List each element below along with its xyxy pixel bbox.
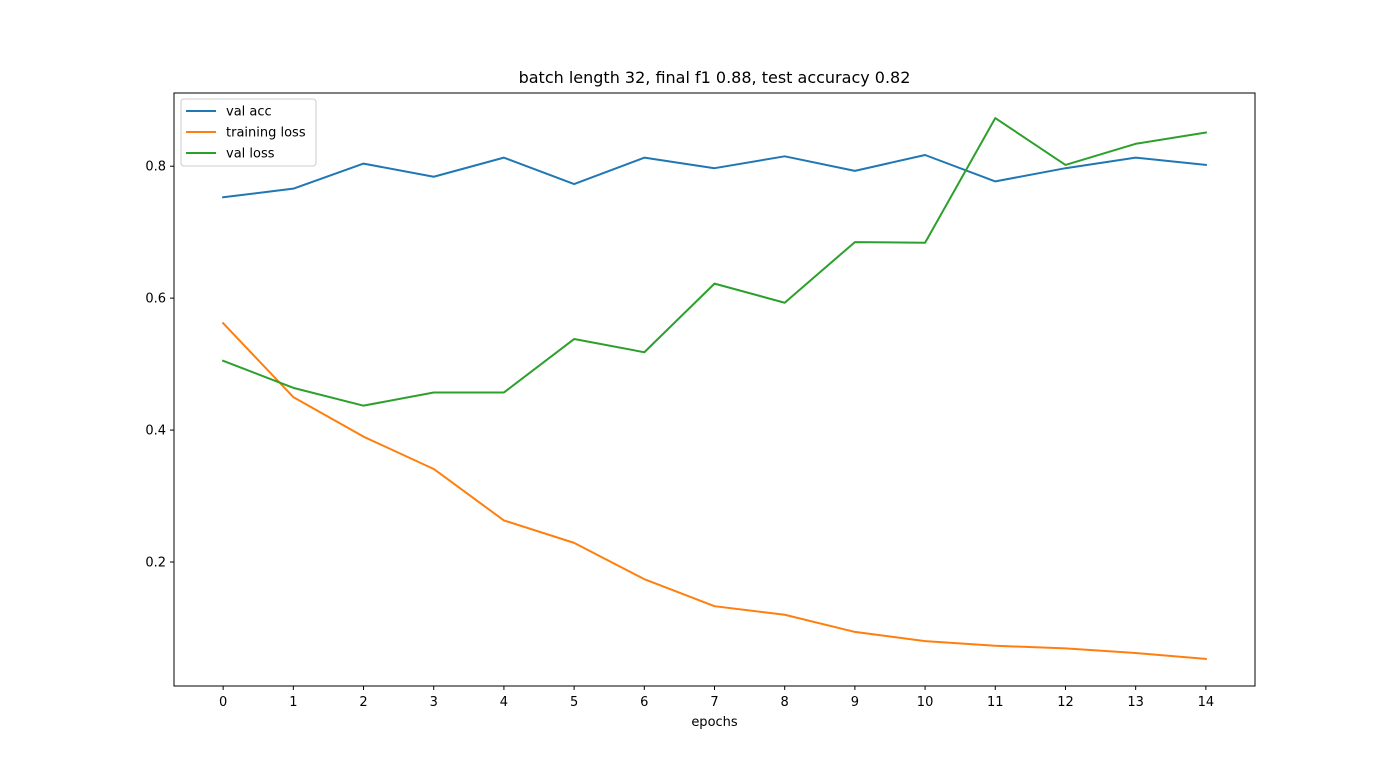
x-tick-label: 14 [1198, 695, 1215, 710]
x-tick-label: 6 [640, 695, 648, 710]
legend-label-training-loss: training loss [226, 126, 306, 141]
legend-box [180, 98, 317, 167]
x-tick-label: 13 [1127, 695, 1144, 710]
legend-label-val-acc: val acc [226, 105, 272, 120]
x-tick-label: 5 [570, 695, 578, 710]
x-tick-label: 8 [781, 695, 789, 710]
y-tick-label: 0.2 [145, 555, 166, 570]
series-lines [221, 117, 1208, 661]
y-tick-label: 0.6 [145, 292, 166, 307]
series-line-val-acc [222, 154, 1207, 199]
y-tick-label: 0.8 [145, 160, 166, 175]
x-tick-label: 4 [500, 695, 508, 710]
x-tick-label: 0 [219, 695, 227, 710]
plot-frame [173, 92, 1256, 687]
chart-title: batch length 32, final f1 0.88, test acc… [519, 68, 911, 87]
x-tick-label: 10 [917, 695, 934, 710]
x-tick-label: 9 [851, 695, 859, 710]
x-tick-label: 1 [289, 695, 297, 710]
x-tick-label: 12 [1057, 695, 1074, 710]
legend-label-val-loss: val loss [226, 147, 275, 162]
x-axis-label: epochs [691, 715, 738, 730]
y-axis: 0.2 0.4 0.6 0.8 [145, 160, 174, 570]
series-line-val-loss [221, 117, 1208, 407]
x-axis: 0 1 2 3 4 5 6 7 8 9 10 11 12 13 14 [219, 686, 1214, 710]
legend: val acc training loss val loss [180, 98, 317, 167]
y-tick-label: 0.4 [145, 424, 166, 439]
plot-area [173, 92, 1256, 687]
x-tick-label: 3 [430, 695, 438, 710]
x-tick-label: 2 [359, 695, 367, 710]
x-tick-label: 11 [987, 695, 1004, 710]
x-tick-label: 7 [710, 695, 718, 710]
series-line-training-loss [221, 321, 1207, 661]
